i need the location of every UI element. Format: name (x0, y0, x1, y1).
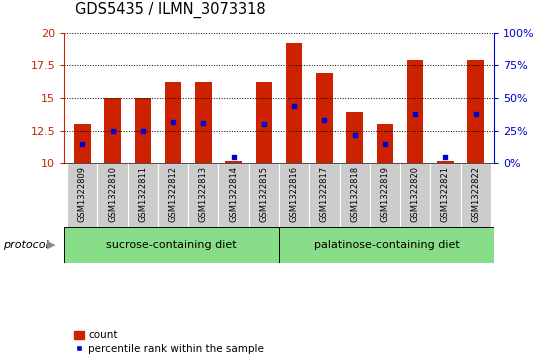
Bar (279, 227, 494, 263)
Text: GDS5435 / ILMN_3073318: GDS5435 / ILMN_3073318 (75, 2, 266, 18)
Text: GSM1322822: GSM1322822 (471, 166, 480, 222)
Bar (225, 161, 242, 163)
Bar (219, 163, 249, 227)
Bar (309, 163, 339, 227)
Bar (134, 98, 151, 163)
Bar (347, 113, 363, 163)
Bar (370, 163, 400, 227)
Bar (468, 60, 484, 163)
Bar (104, 98, 121, 163)
Bar (437, 161, 454, 163)
Bar (339, 163, 370, 227)
Text: GSM1322811: GSM1322811 (138, 166, 147, 222)
Bar (400, 163, 430, 227)
Bar (460, 163, 491, 227)
Legend: count, percentile rank within the sample: count, percentile rank within the sample (69, 326, 268, 358)
Bar (249, 163, 279, 227)
Bar (407, 60, 424, 163)
Text: sucrose-containing diet: sucrose-containing diet (106, 240, 237, 250)
Bar (158, 163, 188, 227)
Bar (74, 124, 90, 163)
Text: GSM1322815: GSM1322815 (259, 166, 268, 222)
Bar (279, 163, 309, 227)
Bar (67, 163, 98, 227)
Bar (377, 124, 393, 163)
Text: GSM1322810: GSM1322810 (108, 166, 117, 222)
Text: GSM1322818: GSM1322818 (350, 166, 359, 222)
Text: GSM1322820: GSM1322820 (411, 166, 420, 222)
Text: GSM1322814: GSM1322814 (229, 166, 238, 222)
Text: GSM1322809: GSM1322809 (78, 166, 87, 222)
Bar (316, 73, 333, 163)
Text: ▶: ▶ (47, 240, 56, 250)
Text: GSM1322812: GSM1322812 (169, 166, 177, 222)
Text: GSM1322816: GSM1322816 (290, 166, 299, 222)
Bar (64, 227, 279, 263)
Text: GSM1322821: GSM1322821 (441, 166, 450, 222)
Bar (430, 163, 460, 227)
Bar (165, 82, 181, 163)
Bar (256, 82, 272, 163)
Bar (286, 43, 302, 163)
Text: GSM1322819: GSM1322819 (381, 166, 389, 222)
Text: GSM1322813: GSM1322813 (199, 166, 208, 222)
Bar (195, 82, 211, 163)
Text: GSM1322817: GSM1322817 (320, 166, 329, 222)
Bar (188, 163, 219, 227)
Bar (128, 163, 158, 227)
Bar (98, 163, 128, 227)
Text: protocol: protocol (3, 240, 49, 250)
Text: palatinose-containing diet: palatinose-containing diet (314, 240, 459, 250)
